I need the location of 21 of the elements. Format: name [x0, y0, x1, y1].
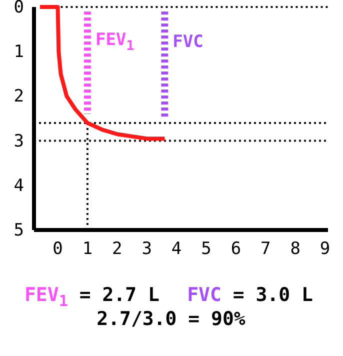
x-tick-label: 1: [82, 239, 93, 260]
x-tick-label: 2: [112, 239, 122, 260]
x-tick-label: 4: [171, 239, 182, 260]
y-tick-label: 0: [14, 0, 24, 18]
y-tick-label: 2: [14, 86, 24, 107]
y-tick-label: 4: [14, 176, 24, 196]
text: FEV$_{1}$ = 2.7 L: [24, 284, 160, 310]
x-tick-label: 0: [52, 239, 63, 260]
x-tick-label: 7: [260, 239, 271, 260]
x-tick-label: 3: [142, 239, 152, 260]
y-tick-label: 3: [14, 131, 24, 152]
x-tick-label: 5: [201, 239, 212, 260]
x-tick-label: 8: [290, 239, 300, 260]
text: 2.7/3.0 = 90%: [96, 308, 246, 330]
series-label: FVC: [172, 32, 204, 52]
y-tick-label: 5: [14, 220, 24, 240]
y-tick-label: 1: [14, 42, 24, 62]
text: FVC = 3.0 L: [187, 284, 313, 306]
x-tick-label: 9: [320, 239, 330, 260]
series-label: FEV$_{1}$: [95, 30, 134, 54]
x-tick-label: 6: [230, 239, 242, 260]
